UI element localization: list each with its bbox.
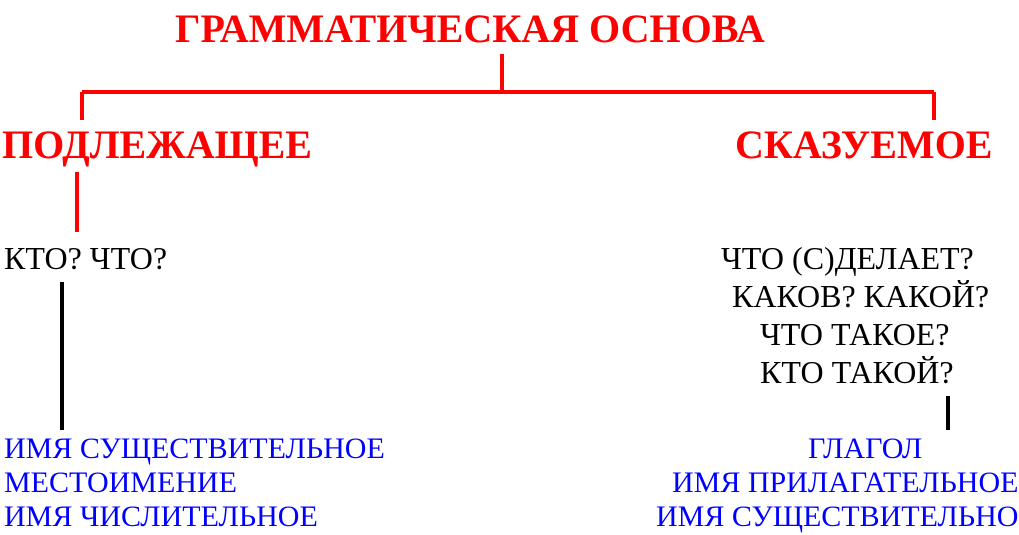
subject-pos-2: МЕСТОИМЕНИЕ — [4, 466, 237, 501]
predicate-pos-2: ИМЯ ПРИЛАГАТЕЛЬНОЕ — [672, 466, 1018, 501]
subject-questions: КТО? ЧТО? — [4, 240, 167, 277]
diagram-title: ГРАММАТИЧЕСКАЯ ОСНОВА — [175, 6, 765, 52]
predicate-question-4: КТО ТАКОЙ? — [760, 354, 954, 391]
predicate-label: СКАЗУЕМОЕ — [735, 122, 992, 168]
predicate-pos-1: ГЛАГОЛ — [808, 432, 922, 467]
predicate-pos-3: ИМЯ СУЩЕСТВИТЕЛЬНОЕ — [656, 500, 1019, 535]
subject-pos-3: ИМЯ ЧИСЛИТЕЛЬНОЕ — [4, 500, 318, 535]
subject-pos-1: ИМЯ СУЩЕСТВИТЕЛЬНОЕ — [4, 432, 385, 467]
predicate-question-1: ЧТО (С)ДЕЛАЕТ? — [721, 240, 974, 277]
predicate-question-3: ЧТО ТАКОЕ? — [760, 316, 950, 353]
predicate-question-2: КАКОВ? КАКОЙ? — [732, 278, 989, 315]
subject-label: ПОДЛЕЖАЩЕЕ — [2, 122, 312, 168]
